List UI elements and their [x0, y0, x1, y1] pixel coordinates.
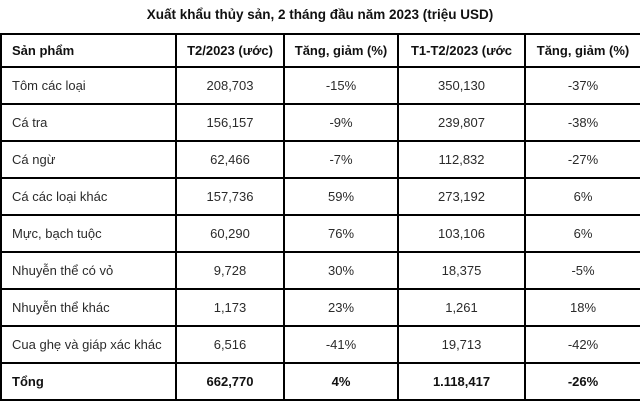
- value-cell: 103,106: [397, 214, 526, 253]
- value-cell: 208,703: [175, 66, 285, 105]
- value-cell: 1,173: [175, 288, 285, 327]
- value-cell: -38%: [524, 103, 640, 142]
- value-cell: -27%: [524, 140, 640, 179]
- value-cell: 1,261: [397, 288, 526, 327]
- total-label-cell: Tổng: [0, 362, 177, 401]
- column-header-change-t1t2: Tăng, giảm (%): [524, 33, 640, 68]
- value-cell: 9,728: [175, 251, 285, 290]
- total-value-cell: 1.118,417: [397, 362, 526, 401]
- value-cell: 18%: [524, 288, 640, 327]
- value-cell: -7%: [283, 140, 399, 179]
- column-header-change-t2: Tăng, giảm (%): [283, 33, 399, 68]
- value-cell: -9%: [283, 103, 399, 142]
- value-cell: -42%: [524, 325, 640, 364]
- value-cell: 23%: [283, 288, 399, 327]
- value-cell: 60,290: [175, 214, 285, 253]
- value-cell: -5%: [524, 251, 640, 290]
- total-value-cell: 662,770: [175, 362, 285, 401]
- table-header-row: Sản phẩm T2/2023 (ước) Tăng, giảm (%) T1…: [0, 33, 640, 68]
- value-cell: 59%: [283, 177, 399, 216]
- product-cell: Mực, bạch tuộc: [0, 214, 177, 253]
- table-row: Mực, bạch tuộc 60,290 76% 103,106 6%: [0, 214, 640, 253]
- value-cell: 18,375: [397, 251, 526, 290]
- column-header-t1-t2-2023: T1-T2/2023 (ước: [397, 33, 526, 68]
- table-row: Cá tra 156,157 -9% 239,807 -38%: [0, 103, 640, 142]
- value-cell: 6%: [524, 214, 640, 253]
- column-header-product: Sản phẩm: [0, 33, 177, 68]
- page-title: Xuất khẩu thủy sản, 2 tháng đầu năm 2023…: [146, 7, 494, 22]
- product-cell: Tôm các loại: [0, 66, 177, 105]
- value-cell: -15%: [283, 66, 399, 105]
- total-value-cell: -26%: [524, 362, 640, 401]
- product-cell: Cá tra: [0, 103, 177, 142]
- product-cell: Cá ngừ: [0, 140, 177, 179]
- value-cell: 239,807: [397, 103, 526, 142]
- value-cell: 19,713: [397, 325, 526, 364]
- table-row: Cá các loại khác 157,736 59% 273,192 6%: [0, 177, 640, 216]
- product-cell: Cua ghẹ và giáp xác khác: [0, 325, 177, 364]
- product-cell: Cá các loại khác: [0, 177, 177, 216]
- table-row: Tôm các loại 208,703 -15% 350,130 -37%: [0, 66, 640, 105]
- value-cell: 76%: [283, 214, 399, 253]
- value-cell: -37%: [524, 66, 640, 105]
- table-row: Cá ngừ 62,466 -7% 112,832 -27%: [0, 140, 640, 179]
- value-cell: 273,192: [397, 177, 526, 216]
- value-cell: 156,157: [175, 103, 285, 142]
- table-row: Cua ghẹ và giáp xác khác 6,516 -41% 19,7…: [0, 325, 640, 364]
- value-cell: 350,130: [397, 66, 526, 105]
- column-header-t2-2023: T2/2023 (ước): [175, 33, 285, 68]
- value-cell: 30%: [283, 251, 399, 290]
- total-value-cell: 4%: [283, 362, 399, 401]
- product-cell: Nhuyễn thể có vỏ: [0, 251, 177, 290]
- value-cell: 112,832: [397, 140, 526, 179]
- total-row: Tổng 662,770 4% 1.118,417 -26%: [0, 362, 640, 401]
- value-cell: 6%: [524, 177, 640, 216]
- data-table: Sản phẩm T2/2023 (ước) Tăng, giảm (%) T1…: [0, 33, 640, 401]
- table-row: Nhuyễn thể khác 1,173 23% 1,261 18%: [0, 288, 640, 327]
- product-cell: Nhuyễn thể khác: [0, 288, 177, 327]
- value-cell: 157,736: [175, 177, 285, 216]
- value-cell: 62,466: [175, 140, 285, 179]
- value-cell: 6,516: [175, 325, 285, 364]
- table-row: Nhuyễn thể có vỏ 9,728 30% 18,375 -5%: [0, 251, 640, 290]
- value-cell: -41%: [283, 325, 399, 364]
